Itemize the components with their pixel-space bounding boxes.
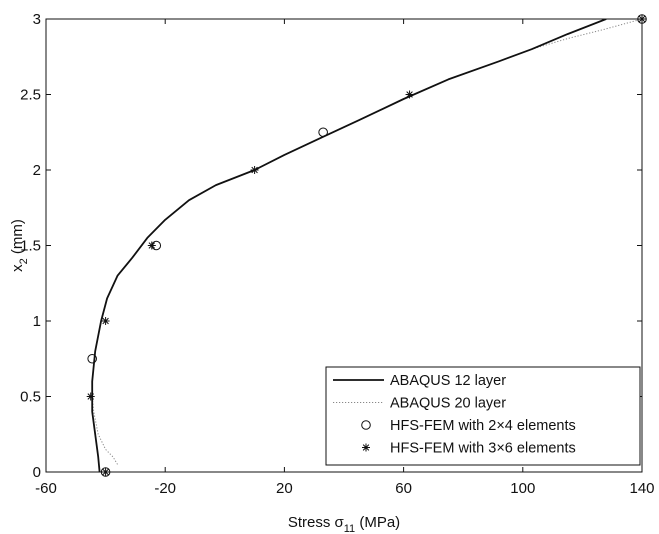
series-3-point-4 [250, 166, 259, 174]
legend-label: ABAQUS 20 layer [390, 396, 506, 412]
x-tick-label: 60 [395, 480, 412, 497]
legend-label: HFS-FEM with 3×6 elements [390, 441, 576, 457]
x-tick-label: -60 [35, 480, 57, 497]
x-tick-label: 100 [510, 480, 535, 497]
series-line-0 [91, 19, 607, 472]
series-2-point-3 [318, 127, 328, 138]
series-2-point-1 [87, 353, 97, 364]
legend-label: HFS-FEM with 2×4 elements [390, 418, 576, 434]
series-3-point-3 [147, 241, 156, 250]
x-axis-label-subscript: 11 [344, 523, 355, 534]
y-axis-label-main: x [9, 264, 26, 272]
y-tick-label: 0 [33, 464, 41, 481]
series-3-point-2 [101, 317, 110, 325]
x-axis-label-main: Stress σ [288, 514, 345, 531]
y-axis-label-unit: (mm) [9, 219, 26, 258]
asterisk-stroke-3 [148, 242, 156, 249]
legend: ABAQUS 12 layer ABAQUS 20 layer HFS-FEM wi… [325, 366, 641, 466]
series-3-point-1 [86, 392, 95, 401]
asterisk-stroke-3 [87, 393, 94, 400]
y-tick-label: 3 [33, 11, 41, 28]
y-tick-label: 2.5 [20, 87, 41, 104]
axis-labels: Stress σ11 (MPa) x2 (mm) [9, 219, 400, 534]
legend-box [325, 366, 641, 466]
y-axis-label: x2 (mm) [9, 219, 30, 272]
x-tick-label: 20 [276, 480, 293, 497]
axes: -60 -20 20 60 100 140 0 0.5 1 1.5 2 2.5 3 [20, 11, 654, 497]
x-axis-label-unit: (MPa) [355, 514, 400, 531]
asterisk-stroke-3 [406, 91, 413, 98]
series-3-point-5 [405, 90, 414, 99]
x-axis-label: Stress σ11 (MPa) [288, 514, 400, 534]
y-tick-label: 2 [33, 162, 41, 179]
x-tick-label: -20 [154, 480, 176, 497]
legend-marker-3 [362, 443, 370, 452]
legend-marker-2 [361, 420, 371, 430]
legend-label: ABAQUS 12 layer [390, 373, 506, 389]
x-tick-label: 140 [629, 480, 654, 497]
y-axis-label-subscript: 2 [18, 258, 30, 264]
asterisk-stroke-3 [251, 166, 258, 174]
y-tick-label: 1.5 [20, 238, 41, 255]
asterisk-stroke-3 [102, 317, 109, 325]
y-tick-label: 1 [33, 313, 41, 330]
asterisk-stroke-3 [362, 444, 370, 451]
data-group [91, 19, 642, 472]
y-tick-label: 0.5 [20, 389, 41, 406]
